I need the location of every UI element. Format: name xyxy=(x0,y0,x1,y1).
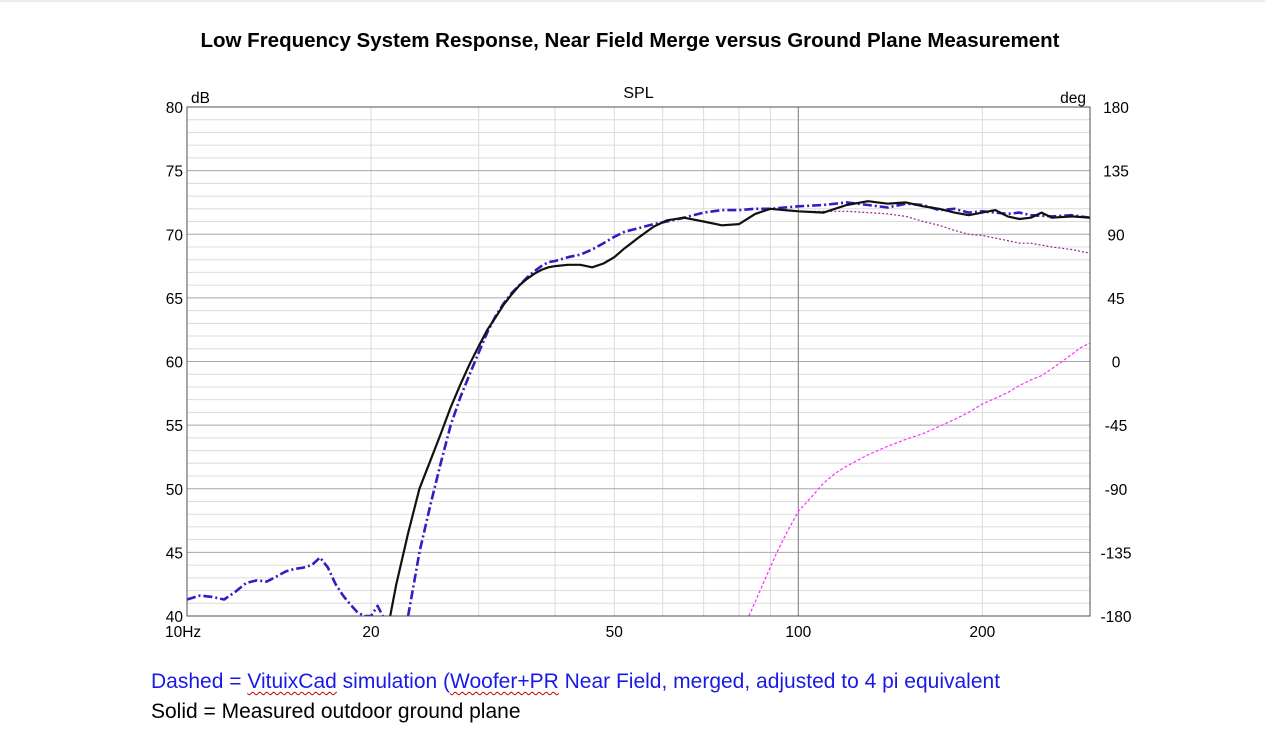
y-left-tick-label: 70 xyxy=(166,227,184,244)
y-left-tick-label: 65 xyxy=(166,291,183,308)
y-right-tick-label: -135 xyxy=(1100,545,1131,562)
caption-text: simulation ( xyxy=(336,670,451,693)
series-line-solid xyxy=(389,200,1090,616)
caption-text: Near Field, merged, adjusted to 4 pi equ… xyxy=(558,670,1001,693)
caption-solid: Solid = Measured outdoor ground plane xyxy=(151,700,521,723)
x-tick-label: 100 xyxy=(785,624,811,641)
x-tick-label: 10Hz xyxy=(165,624,201,641)
y-left-tick-label: 80 xyxy=(166,100,184,117)
plot-frame xyxy=(186,106,1091,617)
y-right-tick-label: 45 xyxy=(1107,291,1124,308)
caption-text: Dashed = xyxy=(151,670,248,693)
y-right-tick-label: -45 xyxy=(1105,418,1127,435)
series-line-dash-dot xyxy=(187,556,384,616)
y-left-tick-label: 55 xyxy=(166,418,183,435)
caption-flagged-word: Woofer+PR xyxy=(450,670,559,693)
y-left-tick-label: 40 xyxy=(166,609,184,626)
x-tick-label: 200 xyxy=(969,624,995,641)
y-right-tick-label: 135 xyxy=(1103,164,1129,181)
y-left-tick-label: 60 xyxy=(166,355,184,372)
y-left-tick-label: 50 xyxy=(166,482,184,499)
y-right-tick-label: 180 xyxy=(1103,100,1129,117)
chart-subtitle: SPL xyxy=(623,85,653,102)
y-right-tick-label: -90 xyxy=(1105,482,1128,499)
x-tick-label: 50 xyxy=(606,624,624,641)
y-right-unit-label: deg xyxy=(1060,90,1086,107)
plot-area: 40 45 50 55 60 65 70 75 80 -180 -135 -90 -45 0 45 90 135… xyxy=(165,85,1132,641)
y-left-tick-label: 75 xyxy=(166,164,183,181)
y-left-tick-label: 45 xyxy=(166,545,183,562)
caption-flagged-word: VituixCad xyxy=(247,670,337,693)
y-right-tick-label: 90 xyxy=(1107,227,1125,244)
y-right-tick-label: -180 xyxy=(1100,609,1131,626)
caption-dashed: Dashed = VituixCad simulation (Woofer+PR… xyxy=(151,670,1000,694)
series-line-dash-dot xyxy=(406,201,1090,616)
y-right-tick-label: 0 xyxy=(1112,355,1121,372)
x-tick-label: 20 xyxy=(362,624,380,641)
chart-title: Low Frequency System Response, Near Fiel… xyxy=(201,29,1060,52)
y-left-unit-label: dB xyxy=(191,90,210,107)
series-line-dotted xyxy=(798,210,1090,254)
